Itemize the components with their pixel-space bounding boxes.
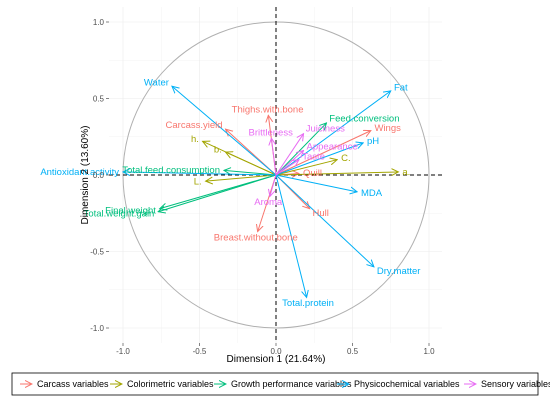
y-tick-label: -0.5: [90, 248, 104, 257]
label-total-feed-consumption: Total.feed.consumption: [122, 165, 220, 176]
variable-arrows: [123, 86, 398, 297]
x-tick-label: -0.5: [193, 347, 207, 356]
y-tick-label: 1.0: [93, 18, 105, 27]
x-tick-label: 0.5: [347, 347, 359, 356]
label-fat: Fat: [394, 82, 408, 93]
x-tick-label: 1.0: [423, 347, 435, 356]
arrow-aroma: [270, 174, 277, 196]
arrow-wings: [275, 131, 371, 176]
label-hull: Hull: [312, 208, 328, 219]
variable-labels: Thighs.with.bone Carcass.yield Wings Hull Br…: [40, 77, 420, 309]
arrow-total-weight-gain: [158, 174, 277, 212]
arrow-b-: [226, 152, 277, 176]
arrow-brittleness: [271, 138, 277, 176]
legend-box: [11, 372, 539, 396]
arrow-appearance: [275, 151, 304, 176]
label-h-: h.: [191, 134, 199, 145]
label-feed-conversion: Feed.conversion: [329, 114, 399, 125]
label-final-weight: Final.weight: [105, 205, 156, 216]
y-axis-title: Dimension 2 (13.60%): [80, 126, 91, 225]
arrow-feed-conversion: [275, 123, 326, 176]
arrow-l-: [206, 174, 277, 181]
legend-label-carcass: Carcass variables: [37, 379, 109, 389]
x-tick-label: -1.0: [116, 347, 130, 356]
x-tick-label: 0.0: [270, 347, 282, 356]
arrow-taste: [275, 160, 299, 176]
arrow-dry-matter: [275, 174, 374, 267]
arrow-c-: [275, 160, 337, 176]
label-breast-without-bone: Breast.without.bone: [214, 232, 298, 243]
arrow-ph: [275, 143, 363, 176]
arrow-total-feed-consumption: [224, 170, 277, 176]
label-b-: b.: [214, 145, 222, 156]
y-tick-label: 0.0: [93, 171, 105, 180]
arrow-a-: [275, 172, 398, 175]
x-axis-title: Dimension 1 (21.64%): [227, 354, 326, 365]
y-tick-label: 0.5: [93, 95, 105, 104]
legend-label-physico: Physicochemical variables: [354, 379, 460, 389]
arrow-juiciness: [275, 134, 304, 176]
label-l-: L.: [194, 177, 202, 188]
legend-label-growth: Growth performance variables: [231, 379, 352, 389]
label-antioxidant-activity: Antioxidant.activity: [40, 167, 119, 178]
legend-label-colorimetric: Colorimetric variables: [127, 379, 214, 389]
label-total-weight-gain: Total.weight.gain: [84, 209, 155, 220]
label-dry-matter: Dry.matter: [377, 266, 421, 277]
label-wings: Wings: [374, 123, 401, 134]
label-aroma: Aroma: [254, 197, 283, 208]
label-water: Water: [144, 77, 169, 88]
label-appearance: Appearance: [307, 142, 358, 153]
y-tick-label: -1.0: [90, 324, 104, 333]
arrow-water: [172, 86, 277, 176]
label-mda: MDA: [361, 188, 383, 199]
arrow-antioxidant-activity: [123, 172, 277, 175]
label-quill: Quill: [303, 168, 322, 179]
label-brittleness: Brittleness: [248, 127, 293, 138]
label-total-protein: Total.protein: [282, 298, 334, 309]
label-carcass-yield: Carcass.yield: [166, 120, 223, 131]
label-thighs-with-bone: Thighs.with.bone: [232, 104, 304, 115]
legend: Carcass variables Colorimetric variables G…: [11, 372, 550, 396]
label-a-: a.: [402, 167, 410, 178]
axis-ticks: -1.0 -0.5 0.0 0.5 1.0 -1.0 -0.5 0.0 0.5 1.0: [90, 18, 435, 356]
label-taste: Taste: [302, 151, 325, 162]
arrow-total-protein: [275, 174, 307, 297]
label-ph: pH: [367, 136, 379, 147]
label-c-: C.: [341, 153, 351, 164]
arrow-mda: [275, 174, 357, 192]
legend-label-sensory: Sensory variables: [481, 379, 550, 389]
label-juiciness: Juiciness: [306, 124, 345, 135]
